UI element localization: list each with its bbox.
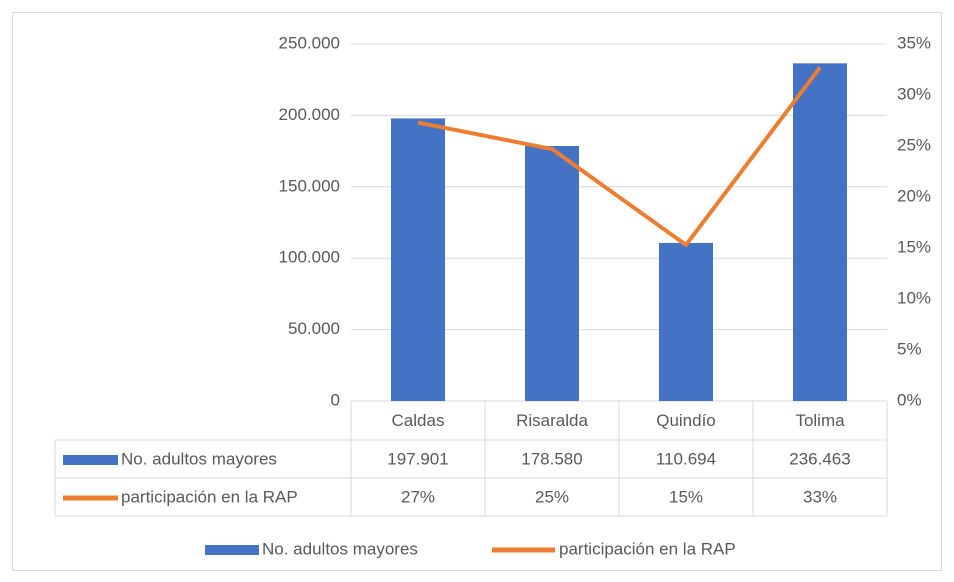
x-tick-label: Caldas (392, 411, 445, 430)
table-legend-key (63, 455, 118, 465)
y2-tick-label: 5% (897, 339, 922, 358)
y-tick-label: 200.000 (279, 105, 340, 124)
bar (659, 242, 713, 401)
y-tick-label: 50.000 (288, 319, 340, 338)
y-tick-label: 150.000 (279, 176, 340, 195)
bar (391, 118, 445, 401)
table-cell: 236.463 (789, 449, 850, 468)
x-tick-label: Quindío (656, 411, 716, 430)
x-tick-label: Tolima (795, 411, 845, 430)
y2-tick-label: 25% (897, 135, 931, 154)
legend-label: participación en la RAP (559, 539, 736, 558)
y-tick-label: 100.000 (279, 248, 340, 267)
bar (525, 145, 579, 401)
table-cell: 27% (401, 487, 435, 506)
y-tick-label: 0 (331, 390, 340, 409)
table-cell: 25% (535, 487, 569, 506)
y2-tick-label: 10% (897, 288, 931, 307)
table-cell: 15% (669, 487, 703, 506)
line (417, 66, 822, 247)
legend-label: No. adultos mayores (262, 539, 418, 558)
table-cell: 33% (803, 487, 837, 506)
y2-tick-label: 15% (897, 237, 931, 256)
table-cell: 197.901 (387, 449, 448, 468)
bar (793, 63, 847, 401)
table-cell: 110.694 (656, 449, 716, 468)
x-tick-label: Risaralda (516, 411, 588, 430)
y2-tick-label: 35% (897, 33, 931, 52)
table-cell: 178.580 (521, 449, 582, 468)
y2-tick-label: 0% (897, 390, 922, 409)
table-row-header: No. adultos mayores (121, 449, 277, 468)
table-row-header: participación en la RAP (121, 487, 298, 506)
y2-tick-label: 20% (897, 186, 931, 205)
y2-tick-label: 30% (897, 84, 931, 103)
legend-key (205, 545, 259, 555)
y-tick-label: 250.000 (279, 33, 340, 52)
